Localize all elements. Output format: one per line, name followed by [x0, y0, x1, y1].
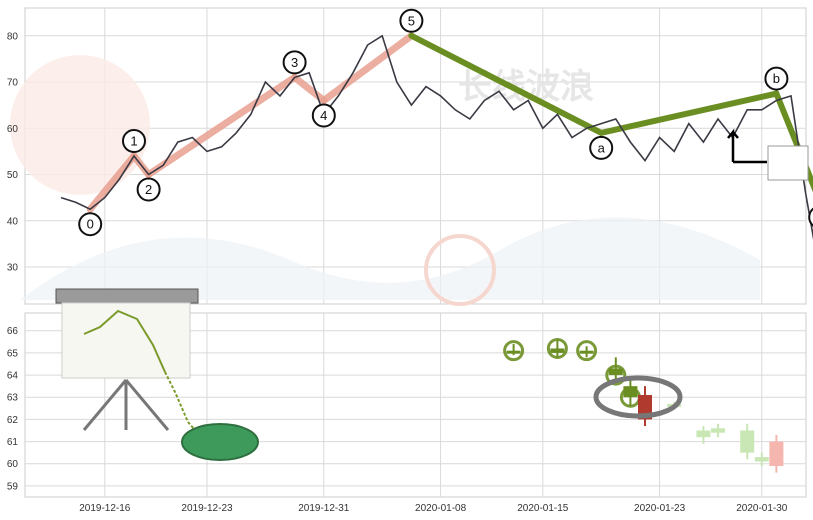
background-watermark: 长线波浪 — [10, 55, 760, 306]
wave-label: 5 — [408, 13, 415, 28]
candle-marker — [576, 340, 598, 362]
bottom-y-tick-label: 65 — [7, 348, 19, 359]
wave-segment — [86, 152, 138, 213]
bottom-y-axis: 59 60 61 62 63 64 65 66 — [7, 326, 19, 492]
wave-marker — [311, 103, 336, 128]
top-y-axis: 30 40 50 60 70 80 — [7, 31, 19, 273]
bottom-y-tick-label: 64 — [7, 371, 19, 382]
bottom-y-tick-label: 59 — [7, 481, 19, 492]
wave-marker — [399, 8, 424, 33]
top-y-tick-label: 80 — [7, 31, 19, 42]
x-tick-label: 2019-12-31 — [298, 503, 350, 514]
wave-label: 3 — [291, 55, 298, 70]
hatch-icon — [181, 423, 259, 461]
wave-label: 1 — [130, 134, 137, 149]
bottom-y-tick-label: 62 — [7, 415, 19, 426]
wave-label: 0 — [87, 217, 94, 232]
wave-label: 4 — [320, 108, 327, 123]
board-sketch-tail — [164, 371, 217, 441]
presentation-board-icon — [55, 288, 259, 461]
wave-markers: 012345abc — [78, 8, 813, 237]
wave-marker — [808, 207, 813, 227]
mini-chart-thumb — [767, 145, 809, 181]
scroll-indicator — [727, 128, 809, 181]
x-tick-label: 2020-01-08 — [415, 503, 467, 514]
top-y-tick-label: 50 — [7, 170, 19, 181]
candle-body — [579, 350, 594, 354]
wave-segment — [408, 32, 605, 136]
wave-marker — [122, 129, 146, 153]
wave-label: 2 — [145, 182, 152, 197]
candle-body — [754, 457, 769, 462]
candle-body — [608, 368, 623, 376]
x-tick-label: 2019-12-16 — [79, 503, 131, 514]
wave-segment — [598, 90, 780, 136]
arrow-icon — [727, 128, 767, 164]
board-sketch-line — [83, 309, 166, 373]
highlight-ellipse — [593, 375, 683, 419]
bottom-y-tick-label: 60 — [7, 459, 19, 470]
bottom-y-tick-label: 66 — [7, 326, 19, 337]
wave-segment — [145, 73, 299, 178]
top-y-tick-label: 30 — [7, 263, 19, 274]
x-tick-label: 2019-12-23 — [181, 503, 233, 514]
candle-marker — [503, 340, 525, 362]
top-y-tick-label: 70 — [7, 78, 19, 89]
board-top-bar — [55, 288, 199, 304]
wave-label: b — [773, 71, 780, 86]
bottom-y-tick-label: 61 — [7, 437, 19, 448]
wave-segment — [291, 73, 328, 104]
x-tick-label: 2020-01-23 — [634, 503, 686, 514]
candle-body — [711, 428, 725, 433]
bottom-y-tick-label: 63 — [7, 393, 19, 404]
watermark-logo-circle — [10, 55, 150, 195]
wave-label: a — [598, 140, 606, 155]
candle-body — [506, 350, 521, 354]
x-tick-label: 2020-01-30 — [736, 503, 788, 514]
wave-watermark — [20, 217, 760, 300]
candle-marker — [605, 364, 627, 386]
price-line — [60, 34, 813, 240]
x-axis: 2019-12-16 2019-12-23 2019-12-31 2020-01-08… — [79, 503, 788, 514]
candle-body — [769, 441, 784, 466]
watermark-coin-icon — [424, 234, 496, 306]
candle-body — [623, 386, 638, 398]
top-y-tick-label: 60 — [7, 124, 19, 135]
candle-body — [550, 348, 565, 353]
candle-body — [740, 430, 755, 453]
wave-marker — [136, 177, 161, 202]
wave-segment — [320, 32, 415, 104]
board-legs — [82, 379, 170, 431]
wave-marker — [282, 50, 307, 75]
board-screen — [61, 302, 191, 379]
candle-body — [696, 430, 711, 438]
top-y-tick-label: 40 — [7, 216, 19, 227]
wave-marker — [764, 66, 789, 91]
candle-marker — [546, 337, 568, 359]
top-grid — [25, 8, 806, 304]
wave-marker — [589, 135, 614, 160]
x-tick-label: 2020-01-15 — [517, 503, 569, 514]
wave-marker — [78, 212, 103, 237]
